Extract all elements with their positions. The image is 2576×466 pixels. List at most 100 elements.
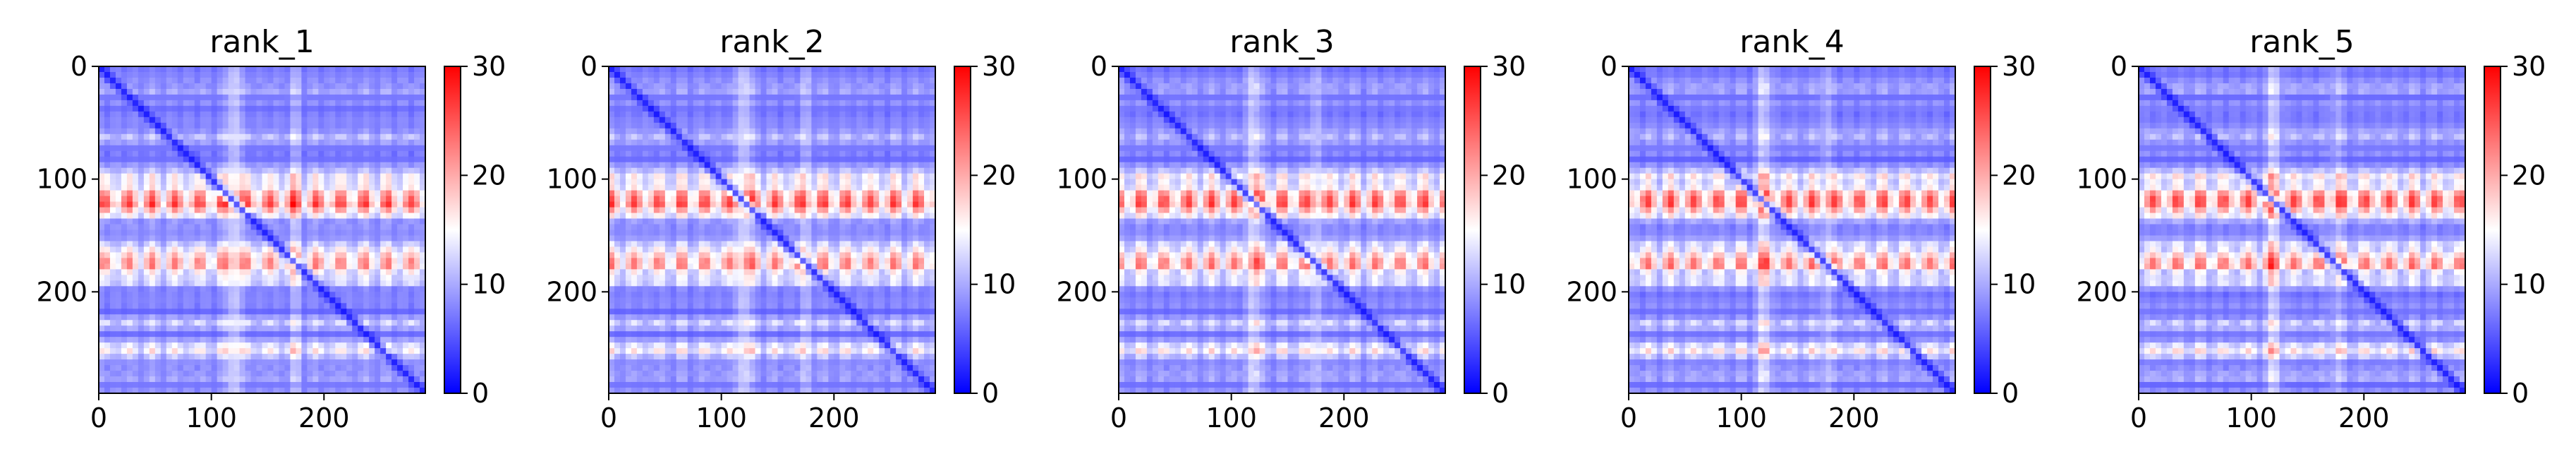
heatmap-cell [885, 213, 891, 220]
heatmap-cell [138, 89, 145, 95]
heatmap-cell [665, 140, 672, 146]
heatmap-cell [206, 348, 212, 354]
heatmap-cell [335, 179, 341, 186]
heatmap-cell [301, 292, 308, 298]
heatmap-cell [312, 89, 319, 95]
heatmap-cell [257, 258, 263, 264]
heatmap-cell [183, 235, 190, 241]
heatmap-cell [710, 83, 717, 90]
heatmap-cell [296, 117, 302, 124]
heatmap-cell [329, 342, 336, 349]
heatmap-cell [913, 196, 919, 203]
heatmap-cell [262, 219, 269, 225]
heatmap-cell [138, 140, 145, 146]
heatmap-cell [161, 191, 167, 197]
heatmap-cell [206, 371, 212, 377]
heatmap-cell [166, 225, 173, 231]
heatmap-cell [127, 314, 133, 321]
heatmap-cell [324, 100, 330, 107]
heatmap-cell [127, 246, 133, 253]
heatmap-cell [150, 297, 156, 304]
heatmap-cell [722, 157, 728, 163]
heatmap-cell [710, 196, 717, 203]
heatmap-cell [234, 117, 241, 124]
heatmap-cell [116, 100, 122, 107]
heatmap-cell [312, 320, 319, 326]
heatmap-cell [772, 162, 779, 169]
heatmap-cell [324, 354, 330, 360]
heatmap-cell [267, 371, 274, 377]
heatmap-cell [318, 320, 324, 326]
heatmap-cell [318, 314, 324, 321]
heatmap-cell [380, 123, 387, 129]
heatmap-cell [116, 196, 122, 203]
heatmap-cell [172, 354, 178, 360]
heatmap-cell [716, 162, 722, 169]
heatmap-cell [251, 219, 257, 225]
heatmap-cell [206, 83, 212, 90]
heatmap-cell [329, 225, 336, 231]
heatmap-cell [851, 72, 857, 78]
heatmap-cell [716, 117, 722, 124]
heatmap-cell [251, 235, 257, 241]
heatmap-cell [99, 263, 105, 270]
heatmap-cell [772, 134, 779, 141]
heatmap-cell [307, 382, 313, 388]
heatmap-cell [414, 275, 420, 281]
heatmap-cell [671, 117, 677, 124]
heatmap-cell [654, 208, 660, 214]
heatmap-cell [335, 263, 341, 270]
heatmap-cell [643, 89, 649, 95]
heatmap-cell [257, 174, 263, 180]
heatmap-cell [284, 252, 291, 258]
heatmap-cell [229, 371, 235, 377]
heatmap-cell [212, 134, 218, 141]
heatmap-cell [828, 168, 834, 174]
heatmap-cell [121, 286, 128, 292]
heatmap-cell [767, 162, 773, 169]
heatmap-cell [358, 83, 364, 90]
heatmap-cell [200, 235, 207, 241]
heatmap-cell [166, 286, 173, 292]
heatmap-cell [178, 354, 184, 360]
heatmap-cell [212, 174, 218, 180]
heatmap-cell [161, 371, 167, 377]
heatmap-cell [346, 342, 353, 349]
heatmap-cell [200, 365, 207, 371]
heatmap-cell [391, 309, 398, 315]
heatmap-cell [155, 348, 162, 354]
heatmap-cell [654, 157, 660, 163]
heatmap-cell [772, 140, 779, 146]
heatmap-cell [245, 263, 252, 270]
heatmap-cell [913, 95, 919, 101]
heatmap-cell [127, 286, 133, 292]
heatmap-cell [699, 95, 705, 101]
heatmap-cell [403, 162, 409, 169]
heatmap-cell [229, 280, 235, 287]
heatmap-cell [391, 219, 398, 225]
heatmap-cell [138, 95, 145, 101]
heatmap-cell [335, 89, 341, 95]
heatmap-cell [397, 365, 403, 371]
heatmap-cell [284, 297, 291, 304]
heatmap-cell [408, 145, 415, 152]
heatmap-cell [267, 320, 274, 326]
heatmap-cell [138, 225, 145, 231]
heatmap-cell [138, 359, 145, 366]
heatmap-cell [856, 162, 863, 169]
heatmap-cell [789, 168, 795, 174]
heatmap-cell [110, 202, 116, 208]
heatmap-cell [403, 314, 409, 321]
heatmap-cell [189, 246, 195, 253]
heatmap-cell [403, 246, 409, 253]
heatmap-cell [223, 219, 229, 225]
heatmap-cell [397, 354, 403, 360]
heatmap-cell [341, 213, 347, 220]
heatmap-cell [195, 123, 201, 129]
heatmap-cell [890, 202, 897, 208]
heatmap-cell [240, 95, 246, 101]
heatmap-cell [133, 376, 139, 383]
heatmap-cell [375, 213, 381, 220]
heatmap-cell [335, 292, 341, 298]
heatmap-cell [907, 123, 913, 129]
